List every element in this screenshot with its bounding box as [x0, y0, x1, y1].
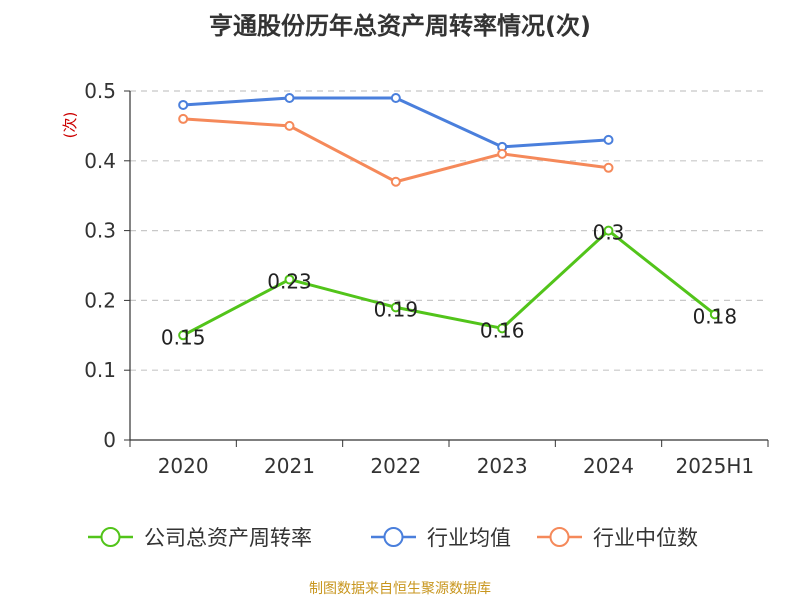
series-lines [178, 92, 720, 341]
data-point [178, 113, 189, 124]
data-point [284, 274, 295, 285]
data-point [178, 330, 189, 341]
legend-marker [383, 527, 404, 547]
data-point [284, 120, 295, 131]
data-point [390, 176, 401, 187]
series-line [183, 117, 609, 184]
y-tick-label: 0 [103, 428, 116, 452]
legend-marker [100, 527, 121, 547]
y-tick-label: 0.2 [84, 288, 116, 312]
data-point [390, 302, 401, 313]
data-point [603, 162, 614, 173]
x-tick-label: 2022 [370, 454, 421, 478]
y-axis-label: (次) [61, 112, 79, 139]
data-label: 0.19 [374, 297, 419, 321]
y-tick-label: 0.1 [84, 358, 116, 382]
y-tick-label: 0.3 [84, 219, 116, 243]
x-tick-label: 2020 [158, 454, 209, 478]
x-tick-label: 2025H1 [675, 454, 754, 478]
y-tick-label: 0.4 [84, 149, 116, 173]
data-label: 0.23 [267, 269, 312, 293]
x-tick-label: 2023 [477, 454, 528, 478]
x-tick-label: 2021 [264, 454, 315, 478]
data-point [497, 148, 508, 159]
legend-label: 行业均值 [427, 526, 511, 550]
legend-marker [549, 527, 570, 547]
data-point [390, 92, 401, 103]
y-tick-label: 0.5 [84, 79, 116, 103]
series-line [182, 229, 716, 337]
x-tick-label: 2024 [583, 454, 634, 478]
data-point [603, 134, 614, 145]
data-point [178, 99, 189, 110]
data-label: 0.16 [480, 318, 525, 342]
grid-lines [130, 90, 768, 371]
data-label: 0.15 [161, 325, 206, 349]
data-label: 0.3 [593, 221, 625, 245]
chart-title: 亨通股份历年总资产周转率情况(次) [209, 12, 591, 40]
data-label: 0.18 [693, 304, 738, 328]
legend-label: 行业中位数 [593, 526, 698, 550]
data-point [284, 92, 295, 103]
data-labels: 0.15 0.23 0.19 0.16 0.3 0.18 [161, 221, 737, 350]
legend: 公司总资产周转率 行业均值 行业中位数 [88, 526, 698, 550]
data-point [497, 323, 508, 334]
source-footer: 制图数据来自恒生聚源数据库 [309, 581, 491, 597]
data-point [603, 225, 614, 236]
legend-label: 公司总资产周转率 [144, 526, 312, 550]
data-point [709, 309, 720, 320]
axes: 0 0.1 0.2 0.3 0.4 0.5 2020 2021 2022 2023 2024 2025… [84, 79, 769, 478]
